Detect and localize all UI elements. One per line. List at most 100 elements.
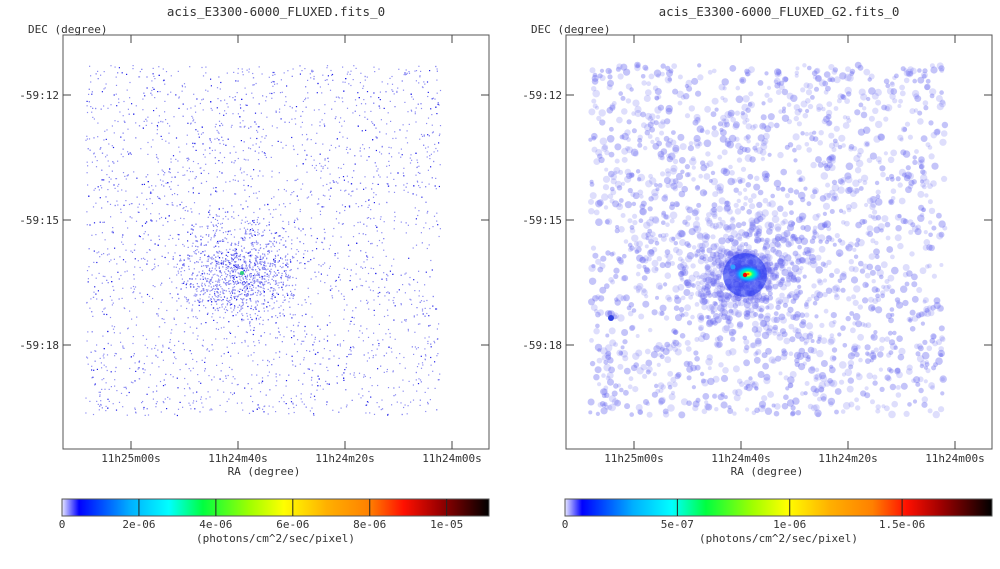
pixel <box>437 379 439 381</box>
pixel <box>349 148 351 150</box>
pixel <box>200 235 202 237</box>
pixel <box>228 283 230 285</box>
smoothed-pixel <box>731 239 739 247</box>
pixel <box>226 282 228 284</box>
pixel <box>236 257 238 259</box>
pixel <box>241 265 243 267</box>
pixel <box>248 71 250 73</box>
pixel <box>248 252 250 254</box>
pixel <box>259 276 261 278</box>
pixel <box>161 318 163 320</box>
pixel <box>258 382 260 384</box>
smoothed-pixel <box>723 248 731 256</box>
pixel <box>263 288 265 290</box>
pixel <box>249 275 251 277</box>
pixel <box>438 185 440 188</box>
smoothed-pixel <box>767 152 772 157</box>
pixel <box>252 360 254 362</box>
pixel <box>404 404 406 406</box>
pixel <box>424 284 426 286</box>
pixel <box>350 195 352 197</box>
smoothed-pixel <box>830 77 836 83</box>
smoothed-pixel <box>797 244 802 250</box>
pixel <box>394 305 396 307</box>
smoothed-pixel <box>827 397 836 406</box>
pixel <box>247 355 249 357</box>
pixel <box>183 349 185 351</box>
pixel <box>257 274 259 276</box>
smoothed-pixel <box>653 69 662 77</box>
pixel <box>172 155 175 157</box>
pixel <box>254 282 256 284</box>
pixel <box>326 335 329 337</box>
pixel <box>214 232 216 234</box>
smoothed-pixel <box>720 392 725 397</box>
pixel <box>243 261 245 263</box>
smoothed-pixel <box>826 156 833 163</box>
colorbar-tick-label: 8e-06 <box>353 518 386 531</box>
pixel <box>256 260 258 263</box>
smoothed-pixel <box>709 318 717 325</box>
pixel <box>363 99 365 101</box>
pixel <box>220 296 222 298</box>
smoothed-pixel <box>719 135 727 143</box>
smoothed-pixel <box>885 312 893 319</box>
pixel <box>255 319 257 321</box>
pixel <box>369 412 371 414</box>
smoothed-pixel <box>733 187 739 193</box>
pixel <box>369 377 371 379</box>
smoothed-pixel <box>808 366 816 374</box>
pixel <box>396 291 398 293</box>
pixel <box>166 408 168 410</box>
pixel <box>132 285 135 288</box>
pixel <box>214 218 217 220</box>
pixel <box>216 176 218 178</box>
smoothed-pixel <box>783 230 791 237</box>
smoothed-pixel <box>638 218 644 223</box>
pixel <box>259 170 261 172</box>
pixel <box>258 146 260 148</box>
pixel <box>372 122 374 124</box>
pixel <box>377 339 379 341</box>
pixel <box>250 281 252 283</box>
pixel <box>229 96 231 98</box>
pixel <box>202 276 204 278</box>
pixel <box>99 221 101 223</box>
pixel <box>265 100 267 102</box>
pixel <box>279 374 281 376</box>
pixel <box>187 122 189 124</box>
pixel <box>255 308 257 310</box>
pixel <box>101 232 103 234</box>
pixel <box>191 224 193 226</box>
pixel <box>120 358 122 360</box>
pixel <box>244 260 246 262</box>
pixel <box>227 251 230 253</box>
pixel <box>278 282 280 284</box>
pixel <box>204 370 206 372</box>
pixel <box>435 106 437 108</box>
pixel <box>375 354 377 356</box>
pixel <box>183 281 185 283</box>
pixel <box>418 82 420 84</box>
pixel <box>359 330 361 332</box>
pixel <box>384 295 386 297</box>
pixel <box>275 373 277 375</box>
pixel <box>387 414 389 416</box>
smoothed-pixel <box>891 266 899 275</box>
pixel <box>310 278 312 280</box>
smoothed-pixel <box>610 186 615 192</box>
pixel <box>383 315 386 318</box>
pixel <box>430 346 432 348</box>
smoothed-pixel <box>822 211 828 216</box>
pixel <box>233 309 235 311</box>
pixel <box>305 97 307 99</box>
pixel <box>265 96 268 98</box>
pixel <box>158 336 160 338</box>
pixel <box>194 293 196 295</box>
pixel <box>249 254 252 256</box>
pixel <box>200 274 202 277</box>
pixel <box>271 364 273 366</box>
pixel <box>418 270 420 272</box>
smoothed-pixel <box>774 236 781 242</box>
pixel <box>174 252 176 254</box>
